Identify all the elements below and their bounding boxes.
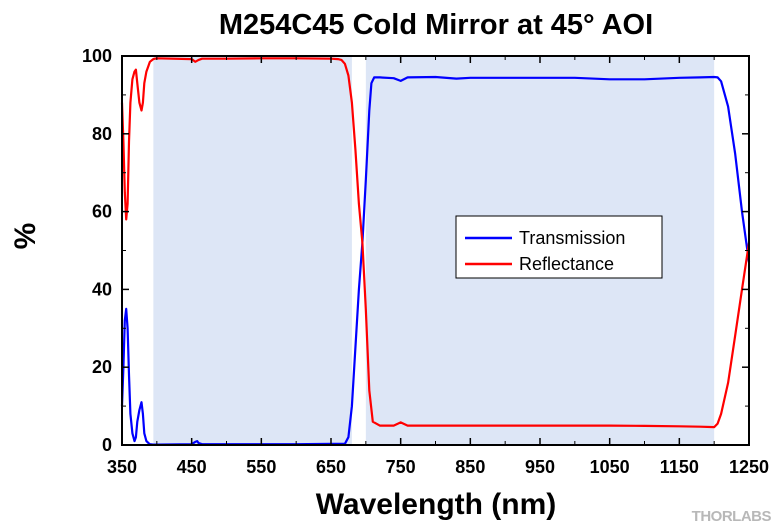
series-line-transmission <box>120 75 751 446</box>
legend-label-reflectance: Reflectance <box>519 254 614 274</box>
series-line-reflectance <box>120 57 751 429</box>
x-tick-label: 850 <box>455 457 485 477</box>
x-tick-label: 550 <box>246 457 276 477</box>
x-tick-label: 950 <box>525 457 555 477</box>
legend-label-transmission: Transmission <box>519 228 625 248</box>
chart-title: M254C45 Cold Mirror at 45° AOI <box>219 9 653 41</box>
y-tick-label: 60 <box>92 202 112 222</box>
x-axis-title: Wavelength (nm) <box>316 488 557 521</box>
x-tick-label: 1250 <box>729 457 769 477</box>
x-tick-label: 650 <box>316 457 346 477</box>
y-tick-label: 80 <box>92 124 112 144</box>
thorlabs-logo: THORLABS <box>692 508 772 525</box>
x-tick-label: 1050 <box>590 457 630 477</box>
y-tick-label: 20 <box>92 357 112 377</box>
x-tick-label: 450 <box>177 457 207 477</box>
y-tick-label: 40 <box>92 279 112 299</box>
x-tick-label: 350 <box>107 457 137 477</box>
y-tick-label: 0 <box>102 435 112 455</box>
shaded-band-0 <box>153 57 352 444</box>
legend-box <box>455 215 663 279</box>
x-tick-label: 1150 <box>660 457 699 477</box>
y-tick-label: 100 <box>82 46 112 66</box>
legend: Transmission Reflectance <box>455 215 663 279</box>
y-axis-title: % <box>9 223 42 250</box>
x-tick-label: 750 <box>386 457 416 477</box>
